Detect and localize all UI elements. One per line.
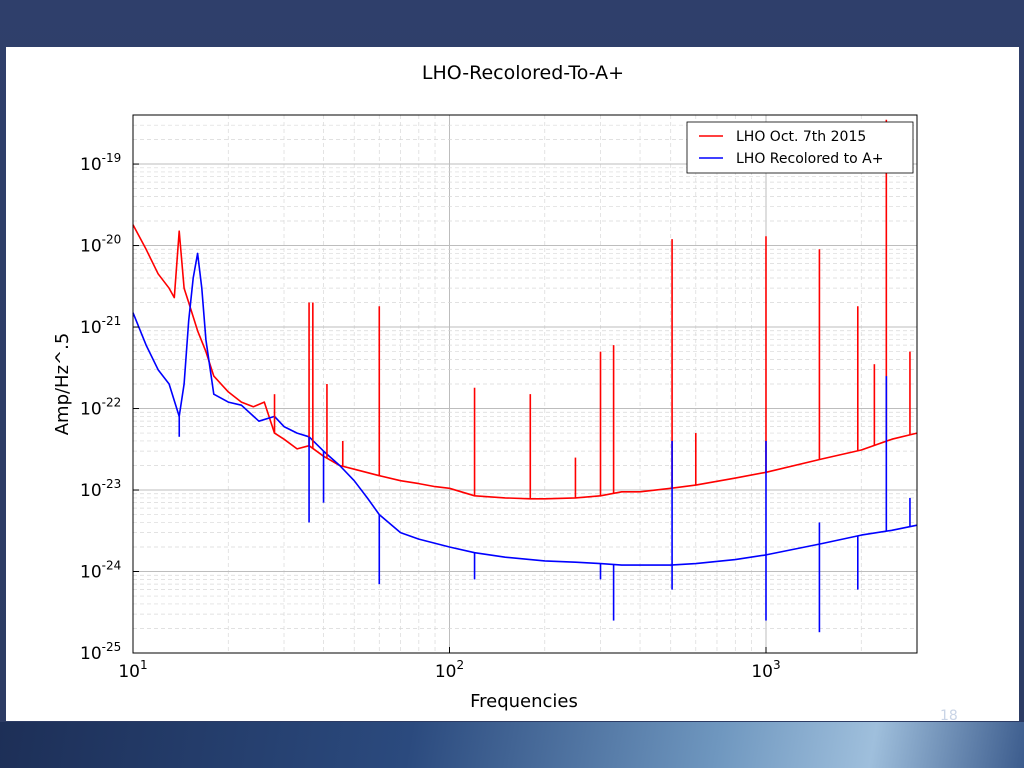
y-tick-label: 10-20 (80, 233, 121, 257)
series-layer (132, 119, 918, 633)
y-tick-label: 10-21 (80, 314, 121, 338)
y-tick-labels: 10-25 10-24 10-23 10-22 10-21 10-20 10-19 (80, 151, 139, 664)
y-tick-label: 10-25 (80, 640, 121, 664)
grid (132, 114, 918, 654)
legend-entry-blue: LHO Recolored to A+ (736, 151, 883, 167)
x-tick-labels: 101 102 103 (118, 647, 781, 682)
chart: LHO-Recolored-To-A+ 101 102 103 10-25 10-24… (52, 62, 918, 712)
x-tick-label: 101 (118, 658, 147, 682)
slide-footer-band (0, 722, 1024, 768)
page-number: 18 (940, 708, 958, 724)
x-tick-label: 103 (751, 658, 780, 682)
legend-box (686, 121, 914, 174)
plot-frame (132, 114, 918, 654)
y-tick-label: 10-22 (80, 396, 121, 420)
legend-entry-red: LHO Oct. 7th 2015 (736, 129, 866, 145)
y-tick-label: 10-24 (80, 559, 121, 583)
series-line-lho-oct-2015 (132, 224, 918, 500)
chart-title: LHO-Recolored-To-A+ (422, 62, 624, 84)
y-axis-label: Amp/Hz^.5 (52, 333, 73, 436)
y-tick-label: 10-19 (80, 151, 121, 175)
x-axis-label: Frequencies (470, 691, 578, 712)
series-line-lho-recolored-aplus (132, 252, 918, 566)
x-tick-label: 102 (435, 658, 464, 682)
legend: LHO Oct. 7th 2015 LHO Recolored to A+ (686, 121, 914, 174)
y-tick-label: 10-23 (80, 477, 121, 501)
figure-panel: LHO-Recolored-To-A+ 101 102 103 10-25 10-24… (6, 47, 1019, 721)
